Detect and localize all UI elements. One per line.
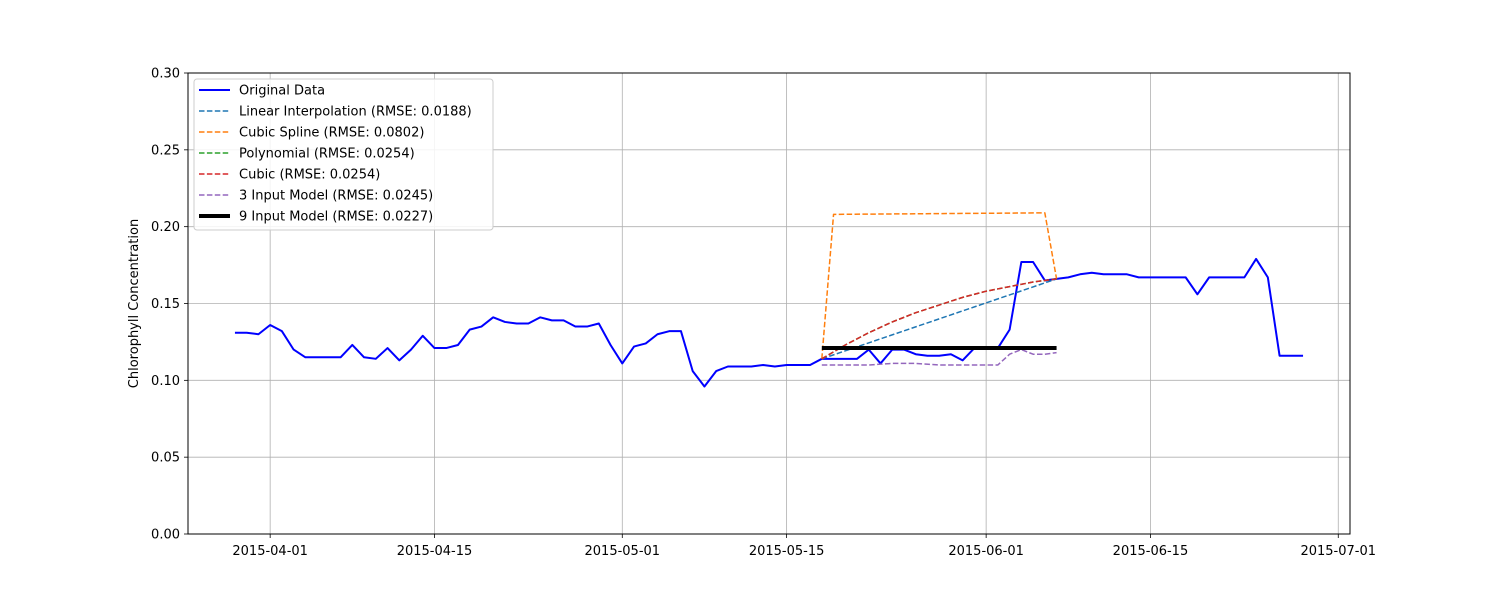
y-tick-label: 0.25 <box>151 143 180 158</box>
series-line-5 <box>821 348 1057 366</box>
legend-box <box>193 78 494 231</box>
y-tick-label: 0.30 <box>151 67 180 82</box>
x-tick-label: 2015-05-01 <box>585 544 661 559</box>
legend-label: Cubic Spline (RMSE: 0.0802) <box>239 126 424 141</box>
series-line-4 <box>821 278 1057 360</box>
legend-label: Polynomial (RMSE: 0.0254) <box>239 147 415 162</box>
x-tick-label: 2015-04-01 <box>232 544 308 559</box>
y-axis: 0.00 0.05 0.10 0.15 0.20 0.25 0.30 <box>151 67 188 543</box>
x-tick-label: 2015-06-01 <box>948 544 1024 559</box>
legend-label: Cubic (RMSE: 0.0254) <box>239 168 380 183</box>
y-axis-title: Chlorophyll Concentration <box>127 219 142 388</box>
x-tick-label: 2015-05-15 <box>749 544 825 559</box>
x-tick-label: 2015-06-15 <box>1113 544 1189 559</box>
legend-label: 3 Input Model (RMSE: 0.0245) <box>239 189 433 204</box>
x-axis: 2015-04-01 2015-04-15 2015-05-01 2015-05-15… <box>232 534 1376 559</box>
y-tick-label: 0.05 <box>151 451 180 466</box>
y-tick-label: 0.20 <box>151 220 180 235</box>
legend-label: Linear Interpolation (RMSE: 0.0188) <box>239 105 472 120</box>
y-tick-label: 0.15 <box>151 297 180 312</box>
series-lines <box>234 212 1304 388</box>
y-tick-label: 0.10 <box>151 374 180 389</box>
x-tick-label: 2015-04-15 <box>397 544 473 559</box>
legend-label: Original Data <box>239 84 325 99</box>
series-line-1 <box>821 278 1057 360</box>
legend-label: 9 Input Model (RMSE: 0.0227) <box>239 210 433 225</box>
y-tick-label: 0.00 <box>151 528 180 543</box>
series-line-0 <box>234 257 1304 388</box>
x-tick-label: 2015-07-01 <box>1300 544 1376 559</box>
legend: Original Data Linear Interpolation (RMSE:… <box>193 78 494 231</box>
series-line-2 <box>821 212 1058 359</box>
